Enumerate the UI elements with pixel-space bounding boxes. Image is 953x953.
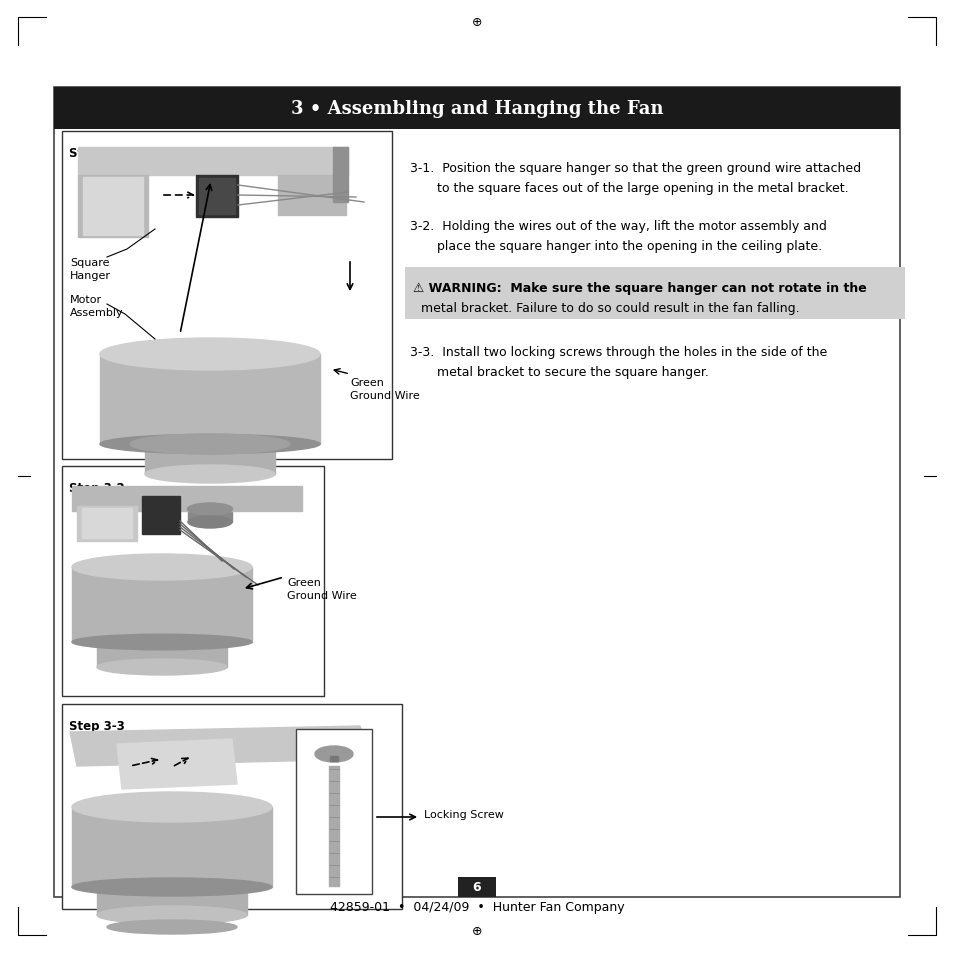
Bar (62, 132, 392, 459)
Ellipse shape (100, 435, 319, 455)
Ellipse shape (100, 338, 319, 371)
Bar (97, 642, 227, 667)
Ellipse shape (107, 920, 236, 934)
Bar (457, 877, 496, 897)
Bar (333, 148, 348, 203)
Bar (71, 486, 302, 512)
Bar (71, 567, 252, 642)
Bar (71, 807, 272, 887)
Bar (54, 88, 899, 897)
Text: ⊕: ⊕ (471, 924, 482, 938)
Text: 42859-01  •  04/24/09  •  Hunter Fan Company: 42859-01 • 04/24/09 • Hunter Fan Company (330, 901, 623, 914)
Text: Step 3-3: Step 3-3 (69, 720, 125, 732)
Bar (78, 175, 148, 237)
Bar (82, 509, 132, 538)
Bar (199, 179, 234, 214)
Bar (405, 268, 904, 319)
Ellipse shape (71, 555, 252, 580)
Bar (277, 175, 346, 215)
Bar (77, 506, 137, 541)
Ellipse shape (97, 906, 247, 924)
Bar (142, 497, 180, 535)
Bar (78, 148, 348, 175)
Text: metal bracket to secure the square hanger.: metal bracket to secure the square hange… (436, 366, 708, 378)
Text: Step 3-2: Step 3-2 (69, 481, 125, 495)
Text: 3-1.  Position the square hanger so that the green ground wire attached: 3-1. Position the square hanger so that … (410, 162, 861, 174)
Text: 6: 6 (472, 881, 481, 894)
Bar (97, 887, 247, 915)
Text: to the square faces out of the large opening in the metal bracket.: to the square faces out of the large ope… (436, 182, 848, 194)
Ellipse shape (71, 878, 272, 896)
Bar (54, 88, 899, 130)
Text: 3-2.  Holding the wires out of the way, lift the motor assembly and: 3-2. Holding the wires out of the way, l… (410, 220, 826, 233)
Bar (295, 729, 372, 894)
Text: Step 3-1: Step 3-1 (69, 147, 125, 160)
Bar (188, 509, 232, 522)
Text: Locking Screw: Locking Screw (423, 809, 503, 820)
Polygon shape (70, 726, 372, 766)
Text: Green
Ground Wire: Green Ground Wire (287, 578, 356, 600)
Bar (330, 757, 337, 761)
Bar (83, 178, 143, 235)
Bar (62, 467, 324, 697)
Text: place the square hanger into the opening in the ceiling plate.: place the square hanger into the opening… (436, 240, 821, 253)
Ellipse shape (145, 465, 274, 483)
Text: Green
Ground Wire: Green Ground Wire (350, 377, 419, 401)
Text: Square
Hanger: Square Hanger (70, 257, 111, 281)
Ellipse shape (314, 746, 353, 762)
Text: ⊕: ⊕ (471, 15, 482, 29)
Bar (62, 704, 401, 909)
Text: ⚠ WARNING:  Make sure the square hanger can not rotate in the: ⚠ WARNING: Make sure the square hanger c… (413, 282, 866, 294)
Ellipse shape (71, 635, 252, 650)
Ellipse shape (188, 503, 233, 516)
Text: Motor
Assembly: Motor Assembly (70, 294, 124, 318)
Text: 3 • Assembling and Hanging the Fan: 3 • Assembling and Hanging the Fan (291, 100, 662, 118)
Text: 3-3.  Install two locking screws through the holes in the side of the: 3-3. Install two locking screws through … (410, 346, 826, 358)
Bar (195, 175, 237, 218)
Ellipse shape (97, 659, 227, 676)
Ellipse shape (188, 517, 232, 529)
Bar (329, 766, 338, 886)
Bar (100, 355, 319, 444)
Polygon shape (117, 740, 236, 789)
Text: metal bracket. Failure to do so could result in the fan falling.: metal bracket. Failure to do so could re… (413, 302, 799, 314)
Bar (145, 444, 274, 475)
Ellipse shape (130, 435, 290, 455)
Ellipse shape (71, 792, 272, 822)
